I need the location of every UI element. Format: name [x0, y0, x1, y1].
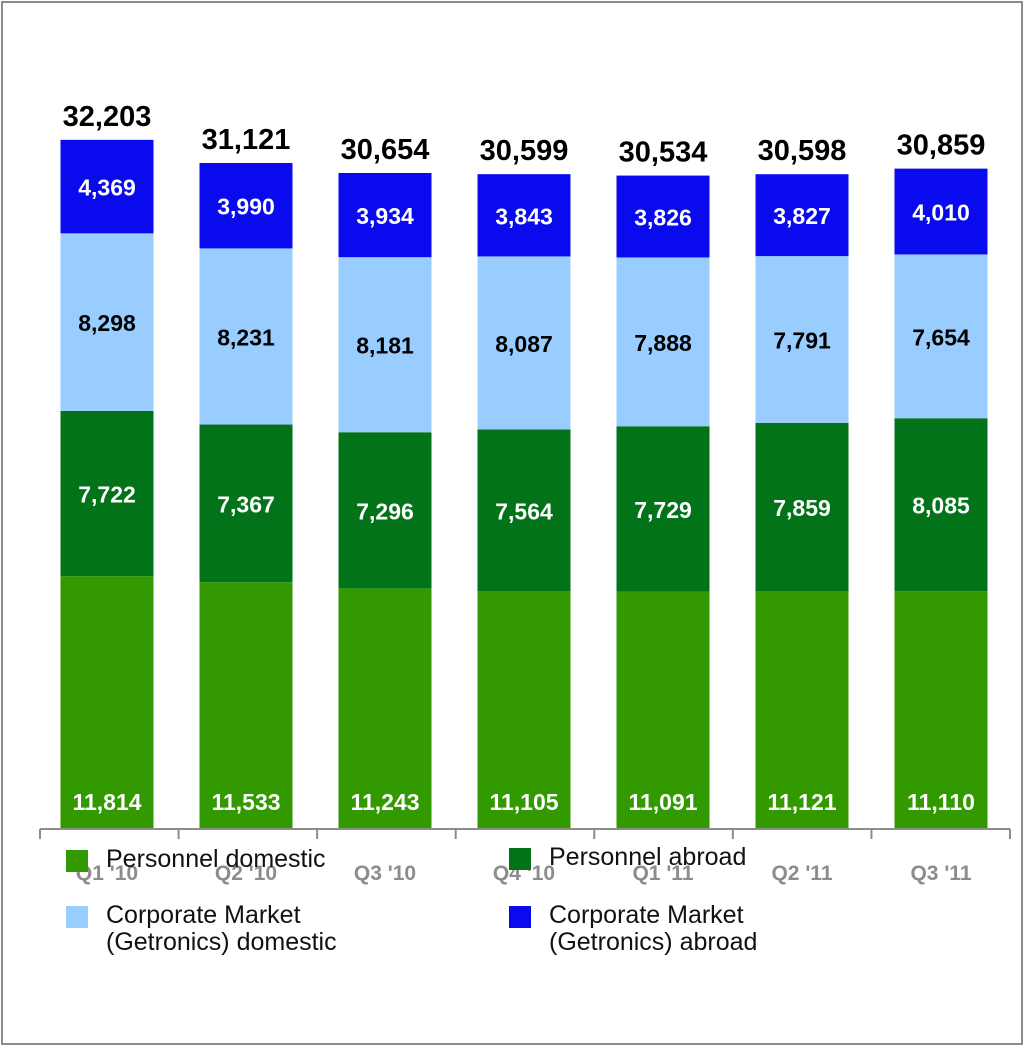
value-label-corporate-market-getronics-abroad-q4-10: 3,843 — [495, 203, 553, 229]
bar-corporate-market-getronics-abroad-q3-11 — [894, 168, 988, 255]
legend-label-personnel-domestic: Personnel domestic — [106, 845, 326, 873]
value-label-personnel-abroad-q3-11: 8,085 — [912, 493, 970, 519]
value-label-corporate-market-getronics-abroad-q1-10: 4,369 — [78, 175, 136, 201]
total-label-q1-11: 30,534 — [619, 137, 708, 169]
bar-corporate-market-getronics-abroad-q1-10 — [60, 139, 154, 234]
value-label-personnel-domestic-q3-10: 11,243 — [350, 789, 419, 815]
x-tick-label-q4-10: Q4 '10 — [493, 862, 555, 885]
value-label-corporate-market-getronics-abroad-q2-11: 3,827 — [773, 203, 831, 229]
bar-corporate-market-getronics-domestic-q3-10 — [338, 257, 432, 433]
value-label-personnel-abroad-q3-10: 7,296 — [356, 498, 414, 524]
bar-corporate-market-getronics-abroad-q3-10 — [338, 173, 432, 258]
bar-personnel-abroad-q3-11 — [894, 418, 988, 592]
value-label-personnel-abroad-q2-10: 7,367 — [217, 491, 275, 517]
bar-corporate-market-getronics-abroad-q1-11 — [616, 175, 710, 258]
bar-corporate-market-getronics-domestic-q2-10 — [199, 248, 293, 425]
total-label-q3-11: 30,859 — [897, 130, 986, 162]
bar-corporate-market-getronics-domestic-q1-11 — [616, 257, 710, 427]
value-label-personnel-abroad-q2-11: 7,859 — [773, 495, 831, 521]
bar-personnel-domestic-q3-10 — [338, 588, 432, 829]
value-label-corporate-market-getronics-abroad-q3-10: 3,934 — [356, 203, 414, 229]
bar-corporate-market-getronics-domestic-q3-11 — [894, 254, 988, 419]
bar-personnel-domestic-q2-10 — [199, 582, 293, 829]
legend-swatch-personnel-abroad — [509, 848, 531, 870]
total-label-q2-11: 30,598 — [758, 135, 847, 167]
bar-corporate-market-getronics-abroad-q4-10 — [477, 174, 571, 257]
x-tick-label-q3-11: Q3 '11 — [910, 862, 971, 885]
bar-corporate-market-getronics-domestic-q1-10 — [60, 233, 154, 411]
bar-personnel-abroad-q3-10 — [338, 432, 432, 589]
bar-personnel-domestic-q3-11 — [894, 591, 988, 829]
value-label-corporate-market-getronics-abroad-q2-10: 3,990 — [217, 194, 275, 220]
value-label-corporate-market-getronics-domestic-q3-10: 8,181 — [356, 333, 414, 359]
value-label-personnel-abroad-q1-11: 7,729 — [634, 497, 692, 523]
value-label-personnel-domestic-q1-10: 11,814 — [72, 789, 141, 815]
value-label-personnel-domestic-q3-11: 11,110 — [907, 789, 975, 815]
bar-personnel-domestic-q1-11 — [616, 591, 710, 829]
legend-swatch-personnel-domestic — [66, 850, 88, 872]
value-label-corporate-market-getronics-domestic-q2-11: 7,791 — [773, 327, 831, 353]
total-label-q2-10: 31,121 — [202, 124, 291, 156]
legend-swatch-corporate-domestic — [66, 906, 88, 928]
legend-item-personnel-abroad: Personnel abroad — [509, 844, 746, 871]
x-tick-label-q2-10: Q2 '10 — [215, 862, 277, 885]
value-label-corporate-market-getronics-domestic-q3-11: 7,654 — [912, 324, 970, 350]
bar-personnel-domestic-q2-11 — [755, 591, 849, 829]
x-axis: Q1 '10 Q2 '10 Q3 '10 Q4 '10 Q1 '11 Q2 '11 Q3 '… — [39, 828, 1011, 885]
x-tick-label-q2-11: Q2 '11 — [771, 862, 832, 885]
bar-personnel-abroad-q1-10 — [60, 410, 154, 577]
bar-personnel-abroad-q2-11 — [755, 422, 849, 592]
value-label-personnel-domestic-q1-11: 11,091 — [628, 789, 697, 815]
bar-personnel-domestic-q1-10 — [60, 576, 154, 829]
value-label-corporate-market-getronics-abroad-q3-11: 4,010 — [912, 200, 970, 226]
value-label-corporate-market-getronics-domestic-q2-10: 8,231 — [217, 324, 275, 350]
total-label-q3-10: 30,654 — [341, 134, 430, 166]
x-tick-label-q3-10: Q3 '10 — [354, 862, 416, 885]
total-label-q1-10: 32,203 — [63, 101, 152, 133]
total-label-q4-10: 30,599 — [480, 135, 569, 167]
x-tick-label-q1-11: Q1 '11 — [632, 862, 693, 885]
bar-personnel-domestic-q4-10 — [477, 591, 571, 829]
value-label-corporate-market-getronics-domestic-q4-10: 8,087 — [495, 331, 553, 357]
value-label-personnel-domestic-q2-10: 11,533 — [211, 789, 280, 815]
value-label-personnel-domestic-q4-10: 11,105 — [489, 789, 558, 815]
bar-personnel-abroad-q2-10 — [199, 424, 293, 583]
legend-label-personnel-abroad: Personnel abroad — [549, 843, 747, 871]
value-label-personnel-domestic-q2-11: 11,121 — [767, 789, 836, 815]
value-label-personnel-abroad-q1-10: 7,722 — [78, 482, 136, 508]
value-label-personnel-abroad-q4-10: 7,564 — [495, 498, 553, 524]
legend-label-corporate-domestic: Corporate Market (Getronics) domestic — [106, 901, 337, 956]
value-label-corporate-market-getronics-domestic-q1-11: 7,888 — [634, 330, 692, 356]
legend-swatch-corporate-abroad — [509, 906, 531, 928]
bars-layer — [60, 139, 988, 829]
bar-corporate-market-getronics-domestic-q2-11 — [755, 256, 849, 423]
bar-corporate-market-getronics-domestic-q4-10 — [477, 256, 571, 430]
legend-item-corporate-domestic: Corporate Market (Getronics) domestic — [66, 902, 337, 956]
bar-personnel-abroad-q1-11 — [616, 426, 710, 592]
x-tick-label-q1-10: Q1 '10 — [76, 862, 138, 885]
bar-corporate-market-getronics-abroad-q2-11 — [755, 174, 849, 257]
value-label-corporate-market-getronics-abroad-q1-11: 3,826 — [634, 205, 692, 231]
legend-item-personnel-domestic: Personnel domestic — [66, 846, 326, 873]
labels-layer: 11,814 7,722 8,298 4,369 32,203 11,533 7,367 8,… — [63, 101, 986, 815]
bar-corporate-market-getronics-abroad-q2-10 — [199, 163, 293, 249]
legend-label-corporate-abroad: Corporate Market (Getronics) abroad — [549, 901, 758, 956]
legend-item-corporate-abroad: Corporate Market (Getronics) abroad — [509, 902, 757, 956]
value-label-corporate-market-getronics-domestic-q1-10: 8,298 — [78, 310, 136, 336]
bar-personnel-abroad-q4-10 — [477, 429, 571, 592]
